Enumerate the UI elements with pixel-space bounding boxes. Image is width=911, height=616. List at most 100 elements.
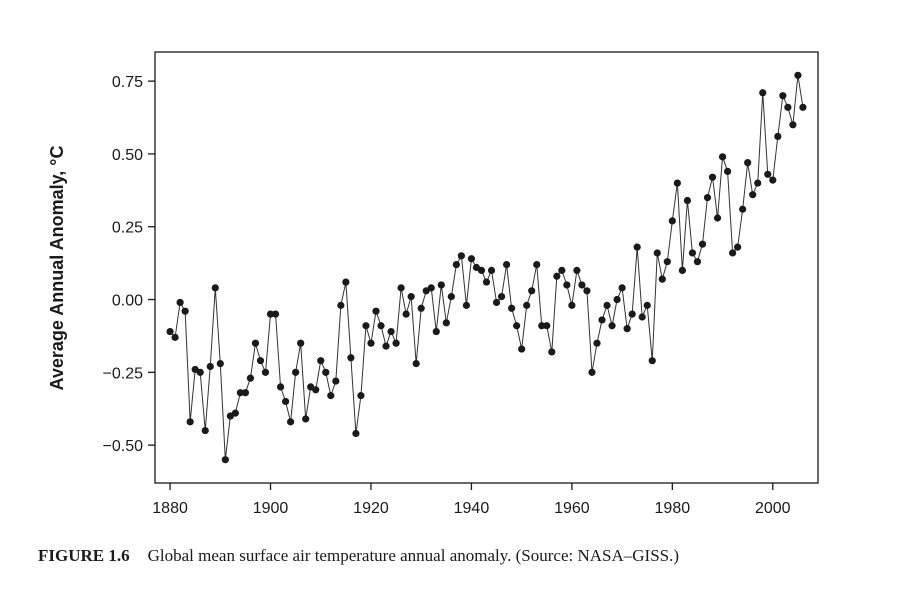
data-point — [206, 362, 214, 371]
data-point — [362, 322, 370, 330]
data-point — [698, 240, 707, 248]
y-tick-label: −0.50 — [103, 438, 144, 455]
data-point — [452, 260, 460, 269]
data-point — [593, 339, 601, 347]
series-line — [169, 75, 804, 460]
data-point — [648, 357, 656, 365]
data-point — [744, 159, 752, 167]
data-point — [718, 153, 727, 161]
y-axis-title: Average Annual Anomaly, °C — [47, 146, 67, 391]
data-point — [789, 121, 797, 129]
data-point — [739, 205, 747, 213]
data-point — [623, 325, 631, 333]
data-point — [633, 243, 641, 251]
data-point — [432, 327, 440, 336]
data-point — [683, 196, 692, 205]
series-layer — [166, 71, 807, 464]
x-tick-label: 1940 — [454, 500, 490, 517]
x-axis: 1880 1900 1920 1940 1960 1980 2000 — [152, 483, 791, 517]
x-tick-label: 1960 — [554, 500, 590, 517]
data-point — [292, 368, 300, 376]
data-point — [447, 293, 455, 301]
data-point — [467, 255, 476, 263]
data-point — [769, 176, 777, 184]
figure-label: FIGURE 1.6 — [38, 546, 130, 565]
data-point — [302, 415, 310, 423]
data-point — [312, 386, 320, 394]
data-point — [276, 383, 285, 391]
data-point — [563, 281, 571, 289]
data-point — [653, 249, 661, 257]
data-point — [397, 284, 405, 292]
data-point — [548, 348, 556, 356]
y-tick-label: 0.25 — [112, 220, 143, 237]
x-tick-label: 1880 — [152, 500, 188, 517]
data-point — [688, 249, 697, 257]
data-point — [774, 132, 782, 141]
data-point — [658, 275, 666, 283]
y-tick-label: −0.25 — [103, 365, 144, 382]
data-point — [558, 266, 566, 275]
data-point — [518, 345, 526, 353]
chart: 0.750.500.250.00−0.25−0.50 1880 1900 1920 1… — [47, 51, 819, 517]
y-tick-label: 0.00 — [112, 293, 143, 310]
data-point — [568, 301, 576, 309]
data-point — [352, 429, 360, 438]
data-point — [412, 360, 420, 368]
data-point — [764, 170, 772, 178]
data-point — [613, 295, 621, 304]
data-point — [799, 103, 807, 111]
y-tick-label: 0.75 — [112, 74, 143, 91]
data-point — [281, 397, 290, 406]
data-point — [729, 249, 737, 257]
data-point — [402, 310, 410, 318]
data-point — [166, 327, 174, 336]
data-point — [502, 260, 511, 269]
data-point — [196, 368, 204, 376]
data-point — [357, 392, 365, 400]
data-point — [387, 327, 395, 336]
data-point — [317, 357, 325, 365]
data-point — [794, 71, 802, 79]
data-point — [668, 217, 676, 225]
data-point — [392, 339, 400, 347]
data-point — [271, 310, 280, 318]
plot-frame — [154, 51, 819, 484]
x-tick-label: 1920 — [353, 500, 389, 517]
data-point — [538, 322, 546, 330]
data-point — [186, 418, 194, 426]
data-point — [508, 304, 516, 312]
data-point — [703, 194, 712, 202]
data-point — [487, 266, 496, 275]
data-point — [513, 322, 521, 330]
data-point — [342, 278, 350, 286]
figure-caption: FIGURE 1.6 Global mean surface air temper… — [38, 546, 679, 566]
data-point — [367, 339, 375, 347]
data-point — [643, 301, 651, 309]
data-point — [588, 368, 596, 376]
data-point — [427, 284, 435, 292]
data-point — [382, 342, 390, 350]
data-point — [603, 301, 611, 309]
data-point — [327, 392, 335, 400]
data-point — [628, 310, 636, 318]
data-point — [417, 304, 425, 312]
x-tick-label: 1900 — [253, 500, 289, 517]
data-point — [528, 287, 536, 295]
data-point — [533, 260, 541, 269]
data-point — [477, 266, 486, 275]
data-point — [779, 92, 787, 100]
data-point — [437, 281, 445, 289]
data-point — [638, 313, 646, 321]
data-point — [578, 281, 586, 289]
data-point — [784, 103, 792, 111]
data-point — [754, 179, 762, 187]
data-point — [663, 258, 671, 266]
data-point — [256, 357, 265, 365]
data-point — [176, 298, 184, 307]
data-point — [216, 360, 224, 368]
data-point — [231, 409, 239, 417]
data-point — [442, 319, 450, 327]
data-point — [266, 310, 275, 318]
data-point — [497, 293, 506, 301]
